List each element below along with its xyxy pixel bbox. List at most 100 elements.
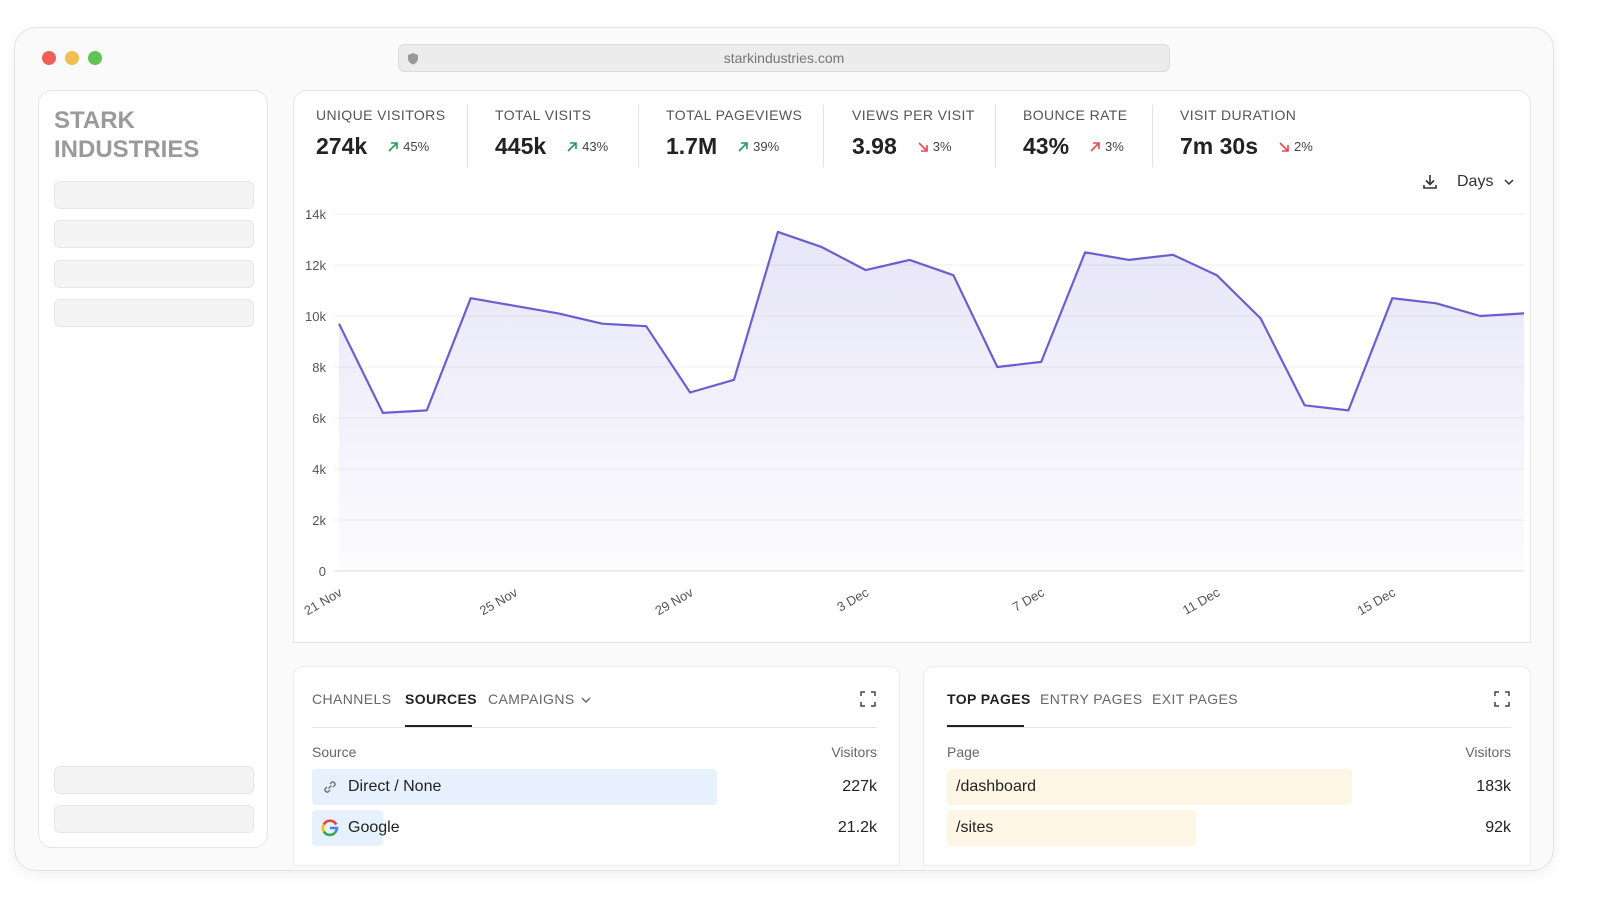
table-row[interactable]: Google 21.2k (312, 810, 877, 846)
link-path (324, 781, 336, 793)
y-tick-label: 2k (312, 513, 326, 528)
metric-row: 445k 43% (495, 133, 608, 160)
y-tick-label: 14k (305, 207, 326, 222)
row-name: /sites (956, 819, 994, 836)
tab[interactable]: ENTRY PAGES (1040, 691, 1143, 707)
google-arc (321, 823, 325, 833)
google-arc (330, 826, 339, 833)
arrow-path (1090, 141, 1100, 152)
metric[interactable]: TOTAL VISITS 445k 43% (495, 107, 608, 160)
separator (1152, 105, 1153, 167)
trend-arrow (738, 141, 748, 152)
arrow-path (388, 141, 398, 152)
row-value: 21.2k (837, 819, 877, 836)
divider (312, 727, 877, 728)
area (339, 231, 1524, 571)
chevron (1504, 179, 1514, 186)
metric-change: 43% (582, 139, 609, 154)
x-tick-label: 7 Dec (1010, 584, 1047, 614)
row-value: 183k (1476, 778, 1511, 795)
metric-row: 7m 30s 2% (1180, 133, 1313, 160)
browser-window: starkindustries.com STARK INDUSTRIES Day… (14, 27, 1554, 871)
google-icon (321, 819, 339, 837)
row-bar (312, 769, 717, 805)
tab[interactable]: SOURCES (405, 691, 478, 707)
link-icon (324, 781, 336, 793)
trend-arrow (567, 141, 577, 152)
address-bar[interactable]: starkindustries.com (398, 44, 1170, 72)
nav-placeholder[interactable] (54, 220, 254, 248)
metric-change: 45% (403, 139, 430, 154)
metric-value: 445k (495, 133, 547, 159)
row-value: 227k (842, 778, 877, 795)
pages-panel: TOP PAGES ENTRY PAGES EXIT PAGES Page Visito… (923, 666, 1531, 866)
metric-value: 1.7M (666, 133, 718, 159)
row-bar (947, 769, 1352, 805)
metric-change: 3% (1105, 139, 1124, 154)
nav-placeholder[interactable] (54, 766, 254, 794)
expand-icon[interactable] (1494, 691, 1510, 707)
download-icon[interactable] (1421, 173, 1439, 191)
expand-path (860, 691, 876, 707)
chevron (581, 697, 591, 703)
separator (638, 105, 639, 167)
table-row[interactable]: /sites 92k (947, 810, 1511, 846)
tab[interactable]: CAMPAIGNS (488, 691, 591, 707)
shield-icon (408, 53, 418, 65)
url-text: starkindustries.com (723, 50, 845, 66)
close-button[interactable] (42, 51, 56, 65)
x-tick-label: 21 Nov (301, 584, 345, 618)
tab-underline (947, 725, 1024, 727)
interval-select[interactable]: Days (1423, 173, 1514, 191)
interval-label: Days (1457, 173, 1494, 190)
metric-row: 1.7M 39% (666, 133, 802, 160)
metric[interactable]: UNIQUE VISITORS 274k 45% (316, 107, 445, 160)
x-tick-label: 15 Dec (1355, 584, 1399, 618)
metric-change: 3% (932, 139, 952, 154)
column-header: Page (947, 744, 980, 760)
nav-placeholder[interactable] (54, 805, 254, 833)
metric-label: BOUNCE RATE (1023, 107, 1128, 123)
metric-row: 274k 45% (316, 133, 445, 160)
y-tick-label: 8k (312, 360, 326, 375)
separator (823, 105, 824, 167)
metric[interactable]: BOUNCE RATE 43% 3% (1023, 107, 1128, 160)
x-tick-label: 25 Nov (477, 584, 521, 618)
line (338, 230, 1525, 414)
tab-underline (405, 725, 472, 727)
metric[interactable]: VIEWS PER VISIT 3.98 3% (852, 107, 975, 160)
nav-placeholder[interactable] (54, 260, 254, 288)
trend-arrow (1090, 141, 1100, 152)
arrow-path (918, 141, 928, 152)
row-name: Google (348, 819, 400, 836)
maximize-button[interactable] (88, 51, 102, 65)
tab[interactable]: CHANNELS (312, 691, 392, 707)
separator (995, 105, 996, 167)
table-row[interactable]: /dashboard 183k (947, 769, 1511, 805)
expand-icon[interactable] (860, 691, 876, 707)
line-chart: 0 2k 4k 6k 8k 10k 12k 14k 21 Nov 25 Nov 29 Nov 3 De… (301, 207, 1525, 618)
trend-arrow (1279, 141, 1289, 152)
minimize-button[interactable] (65, 51, 79, 65)
y-tick-label: 10k (305, 309, 326, 324)
nav-placeholder[interactable] (54, 181, 254, 209)
metric-label: TOTAL PAGEVIEWS (666, 107, 803, 123)
metric[interactable]: TOTAL PAGEVIEWS 1.7M 39% (666, 107, 802, 160)
metric-label: VISIT DURATION (1180, 107, 1297, 123)
stats-card: Days 0 2k 4k 6k 8k 10k 12k 14k 21 Nov 25 Nov 29 No… (293, 90, 1531, 643)
sidebar: STARK INDUSTRIES (38, 90, 268, 848)
metric-value: 274k (316, 133, 368, 159)
tab[interactable]: EXIT PAGES (1152, 691, 1238, 707)
sources-panel: CHANNELS SOURCES CAMPAIGNS Source Visitors Di… (293, 666, 900, 866)
table-row[interactable]: Direct / None 227k (312, 769, 877, 805)
divider (947, 727, 1511, 728)
x-tick-label: 3 Dec (834, 584, 871, 614)
metric[interactable]: VISIT DURATION 7m 30s 2% (1180, 107, 1313, 160)
tab[interactable]: TOP PAGES (947, 691, 1031, 707)
nav-placeholder[interactable] (54, 299, 254, 327)
metric-row: 3.98 3% (852, 133, 975, 160)
metric-label: VIEWS PER VISIT (852, 107, 975, 123)
trend-arrow (918, 141, 928, 152)
metric-value: 3.98 (852, 133, 897, 159)
